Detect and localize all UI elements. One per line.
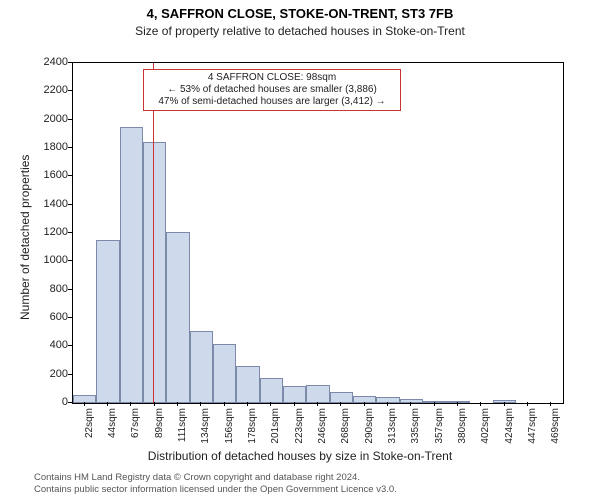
y-tick-label: 1800 [28, 141, 68, 153]
histogram-bar [260, 378, 283, 404]
x-tick-label: 111sqm [177, 408, 188, 448]
x-tick-label: 313sqm [387, 408, 398, 448]
x-tick-mark [434, 402, 435, 406]
x-tick-label: 223sqm [294, 408, 305, 448]
x-tick-mark [410, 402, 411, 406]
x-tick-mark [154, 402, 155, 406]
y-tick-label: 2200 [28, 84, 68, 96]
y-tick-mark [68, 175, 72, 176]
x-tick-label: 156sqm [224, 408, 235, 448]
x-tick-label: 44sqm [107, 408, 118, 448]
figure: 4, SAFFRON CLOSE, STOKE-ON-TRENT, ST3 7F… [0, 0, 600, 500]
x-tick-mark [130, 402, 131, 406]
histogram-bar [493, 400, 516, 403]
annotation-line: ← 53% of detached houses are smaller (3,… [147, 84, 397, 96]
x-tick-label: 424sqm [504, 408, 515, 448]
x-tick-label: 67sqm [130, 408, 141, 448]
footer-line-1: Contains HM Land Registry data © Crown c… [34, 472, 397, 484]
x-tick-label: 290sqm [364, 408, 375, 448]
x-tick-label: 201sqm [270, 408, 281, 448]
y-tick-mark [68, 402, 72, 403]
x-tick-label: 246sqm [317, 408, 328, 448]
y-tick-label: 2400 [28, 56, 68, 68]
y-tick-mark [68, 147, 72, 148]
y-tick-label: 1200 [28, 226, 68, 238]
annotation-box: 4 SAFFRON CLOSE: 98sqm← 53% of detached … [143, 69, 401, 111]
x-tick-mark [270, 402, 271, 406]
property-marker-line [153, 63, 154, 403]
y-tick-label: 0 [28, 396, 68, 408]
histogram-bar [283, 386, 306, 403]
x-tick-mark [294, 402, 295, 406]
histogram-bar [213, 344, 236, 404]
x-tick-mark [247, 402, 248, 406]
x-tick-mark [504, 402, 505, 406]
x-tick-mark [364, 402, 365, 406]
x-tick-label: 469sqm [550, 408, 561, 448]
y-tick-mark [68, 345, 72, 346]
x-tick-mark [84, 402, 85, 406]
x-tick-label: 134sqm [200, 408, 211, 448]
y-tick-mark [68, 90, 72, 91]
x-axis-label: Distribution of detached houses by size … [0, 449, 600, 463]
x-tick-mark [340, 402, 341, 406]
x-tick-mark [224, 402, 225, 406]
x-tick-mark [200, 402, 201, 406]
x-tick-label: 268sqm [340, 408, 351, 448]
x-tick-label: 402sqm [480, 408, 491, 448]
x-tick-mark [387, 402, 388, 406]
x-tick-label: 357sqm [434, 408, 445, 448]
y-tick-mark [68, 62, 72, 63]
x-tick-label: 335sqm [410, 408, 421, 448]
x-tick-mark [177, 402, 178, 406]
histogram-bar [73, 395, 96, 404]
y-tick-mark [68, 260, 72, 261]
y-tick-mark [68, 289, 72, 290]
annotation-line: 4 SAFFRON CLOSE: 98sqm [147, 72, 397, 84]
histogram-bar [96, 240, 119, 403]
histogram-bar [190, 331, 213, 403]
x-tick-mark [527, 402, 528, 406]
y-tick-mark [68, 232, 72, 233]
y-tick-mark [68, 204, 72, 205]
y-tick-label: 1000 [28, 254, 68, 266]
x-tick-mark [317, 402, 318, 406]
histogram-bar [423, 401, 446, 403]
y-tick-label: 200 [28, 368, 68, 380]
y-tick-label: 1400 [28, 198, 68, 210]
x-tick-mark [480, 402, 481, 406]
y-tick-mark [68, 374, 72, 375]
x-tick-label: 22sqm [84, 408, 95, 448]
x-tick-label: 380sqm [457, 408, 468, 448]
histogram-bar [306, 385, 329, 403]
histogram-bar [166, 232, 189, 403]
x-tick-mark [457, 402, 458, 406]
y-tick-mark [68, 317, 72, 318]
histogram-bar [353, 396, 376, 403]
annotation-line: 47% of semi-detached houses are larger (… [147, 96, 397, 108]
y-tick-label: 2000 [28, 113, 68, 125]
y-tick-mark [68, 119, 72, 120]
histogram-bar [143, 142, 166, 403]
plot-area: 4 SAFFRON CLOSE: 98sqm← 53% of detached … [72, 62, 564, 404]
y-tick-label: 600 [28, 311, 68, 323]
chart-subtitle: Size of property relative to detached ho… [0, 24, 600, 38]
footer-line-2: Contains public sector information licen… [34, 484, 397, 496]
y-tick-label: 1600 [28, 169, 68, 181]
y-tick-label: 400 [28, 339, 68, 351]
x-tick-label: 89sqm [154, 408, 165, 448]
x-tick-mark [550, 402, 551, 406]
histogram-bar [120, 127, 143, 403]
chart-title: 4, SAFFRON CLOSE, STOKE-ON-TRENT, ST3 7F… [0, 6, 600, 21]
x-tick-mark [107, 402, 108, 406]
y-tick-label: 800 [28, 283, 68, 295]
x-tick-label: 447sqm [527, 408, 538, 448]
histogram-bar [236, 366, 259, 403]
x-tick-label: 178sqm [247, 408, 258, 448]
footer-attribution: Contains HM Land Registry data © Crown c… [34, 472, 397, 496]
